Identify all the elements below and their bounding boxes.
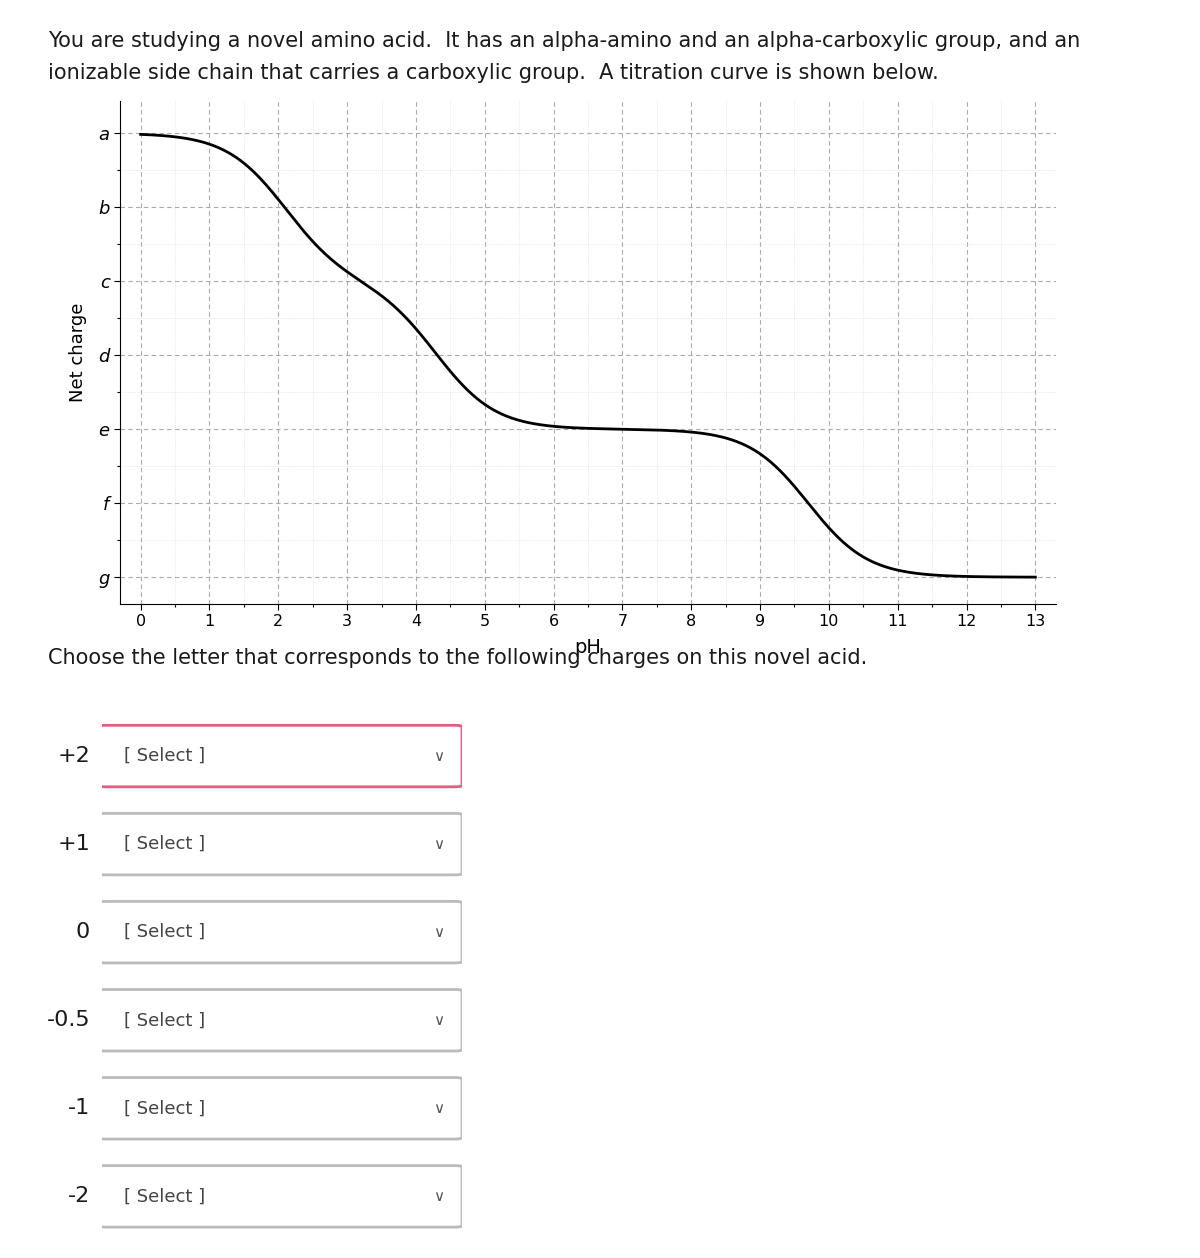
FancyBboxPatch shape [98, 1166, 462, 1227]
Y-axis label: Net charge: Net charge [70, 303, 88, 401]
FancyBboxPatch shape [98, 726, 462, 786]
Text: [ Select ]: [ Select ] [124, 1188, 205, 1205]
Text: +1: +1 [58, 834, 90, 854]
Text: [ Select ]: [ Select ] [124, 747, 205, 765]
Text: Choose the letter that corresponds to the following charges on this novel acid.: Choose the letter that corresponds to th… [48, 648, 868, 668]
Text: ∨: ∨ [433, 1101, 444, 1116]
FancyBboxPatch shape [98, 814, 462, 874]
Text: ∨: ∨ [433, 925, 444, 940]
Text: +2: +2 [58, 746, 90, 766]
X-axis label: pH: pH [575, 638, 601, 657]
Text: ∨: ∨ [433, 837, 444, 852]
Text: 0: 0 [76, 922, 90, 942]
Text: ionizable side chain that carries a carboxylic group.  A titration curve is show: ionizable side chain that carries a carb… [48, 63, 938, 83]
Text: ∨: ∨ [433, 749, 444, 764]
FancyBboxPatch shape [98, 902, 462, 962]
FancyBboxPatch shape [98, 1078, 462, 1138]
Text: [ Select ]: [ Select ] [124, 835, 205, 853]
Text: You are studying a novel amino acid.  It has an alpha-amino and an alpha-carboxy: You are studying a novel amino acid. It … [48, 31, 1080, 52]
Text: [ Select ]: [ Select ] [124, 1011, 205, 1029]
Text: ∨: ∨ [433, 1013, 444, 1028]
Text: [ Select ]: [ Select ] [124, 923, 205, 941]
FancyBboxPatch shape [98, 990, 462, 1050]
Text: -0.5: -0.5 [47, 1010, 90, 1030]
Text: ∨: ∨ [433, 1189, 444, 1204]
Text: [ Select ]: [ Select ] [124, 1099, 205, 1117]
Text: -2: -2 [67, 1186, 90, 1206]
Text: -1: -1 [67, 1098, 90, 1118]
